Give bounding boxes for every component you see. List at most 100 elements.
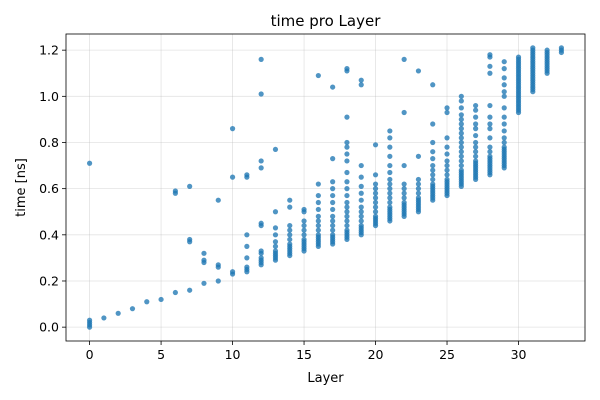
data-point xyxy=(458,130,464,136)
data-point xyxy=(473,153,479,159)
data-point xyxy=(501,114,507,120)
data-point xyxy=(487,126,493,132)
data-point xyxy=(458,139,464,146)
data-point xyxy=(473,139,479,146)
data-point xyxy=(458,105,464,111)
data-point xyxy=(430,149,436,155)
data-point xyxy=(487,52,493,58)
data-point xyxy=(201,250,207,256)
data-point xyxy=(501,139,507,146)
data-point xyxy=(372,195,379,201)
data-point xyxy=(187,236,193,243)
data-point xyxy=(387,135,393,141)
data-point xyxy=(129,306,136,312)
data-point xyxy=(501,93,507,99)
data-point xyxy=(115,310,121,316)
data-point xyxy=(458,126,464,132)
data-point xyxy=(258,220,264,226)
data-point xyxy=(301,236,307,243)
data-point xyxy=(344,179,350,185)
data-point xyxy=(86,317,93,323)
data-point xyxy=(487,144,493,150)
data-point xyxy=(358,162,364,169)
data-point xyxy=(458,116,464,123)
data-point xyxy=(330,199,336,206)
data-point xyxy=(458,93,464,99)
data-point xyxy=(330,179,336,185)
y-tick-label: 0.4 xyxy=(39,227,59,242)
x-tick-label: 0 xyxy=(86,347,94,362)
data-point xyxy=(358,77,364,83)
data-point xyxy=(244,264,250,270)
y-tick-label: 0.0 xyxy=(39,320,59,335)
data-point xyxy=(430,172,436,178)
data-point xyxy=(415,190,422,196)
y-tick-label: 1.0 xyxy=(39,89,59,104)
data-point xyxy=(358,213,364,219)
data-point xyxy=(330,206,336,213)
data-point xyxy=(501,105,507,111)
data-point xyxy=(430,156,436,162)
y-tick-label: 0.8 xyxy=(39,135,59,150)
data-point xyxy=(244,243,250,249)
data-point xyxy=(344,213,350,219)
data-point xyxy=(344,227,350,233)
data-point xyxy=(172,188,178,194)
data-point xyxy=(372,181,379,187)
data-point xyxy=(444,135,450,141)
data-point xyxy=(315,192,321,199)
data-point xyxy=(444,172,450,178)
data-point xyxy=(458,167,464,173)
data-point xyxy=(501,128,507,134)
data-point xyxy=(387,204,393,210)
data-point xyxy=(444,167,450,173)
data-point xyxy=(372,142,379,148)
data-point xyxy=(344,204,350,210)
data-point xyxy=(430,139,436,146)
axis-ticks: 0 5 10 15 20 25 30 0.0 0.2 0.4 0.6 0.8 1.0 1.2 xyxy=(39,43,526,362)
data-point xyxy=(330,84,336,90)
data-point xyxy=(344,158,350,164)
data-point xyxy=(315,222,321,229)
data-point xyxy=(301,206,307,213)
data-point xyxy=(344,114,350,120)
data-point xyxy=(458,149,464,155)
data-point xyxy=(358,174,364,180)
data-point xyxy=(101,315,107,321)
data-point xyxy=(473,126,479,132)
data-point xyxy=(330,227,336,233)
data-point xyxy=(372,209,379,215)
plot-area xyxy=(66,34,585,341)
data-point xyxy=(401,181,407,187)
data-point xyxy=(272,225,279,231)
data-point xyxy=(415,68,422,74)
data-point xyxy=(287,232,293,238)
data-point xyxy=(473,144,479,150)
data-point xyxy=(315,213,321,219)
data-point xyxy=(287,236,293,243)
data-point xyxy=(358,222,364,229)
x-axis-label: Layer xyxy=(307,371,344,386)
data-point xyxy=(473,114,479,120)
data-point xyxy=(287,204,293,210)
data-point xyxy=(244,255,250,261)
data-point xyxy=(258,255,264,261)
data-point xyxy=(515,54,522,60)
data-point xyxy=(487,102,493,109)
data-point xyxy=(258,56,264,62)
data-point xyxy=(330,186,336,192)
data-point xyxy=(415,176,422,183)
x-tick-label: 30 xyxy=(511,347,527,362)
data-point xyxy=(501,75,507,81)
data-point xyxy=(201,257,207,263)
data-point xyxy=(272,248,279,254)
data-point xyxy=(558,45,565,51)
data-point xyxy=(415,153,422,159)
data-point xyxy=(444,109,450,116)
data-point xyxy=(287,241,293,247)
data-point xyxy=(401,162,407,169)
data-point xyxy=(544,47,550,53)
data-point xyxy=(458,98,464,104)
data-point xyxy=(315,227,321,233)
